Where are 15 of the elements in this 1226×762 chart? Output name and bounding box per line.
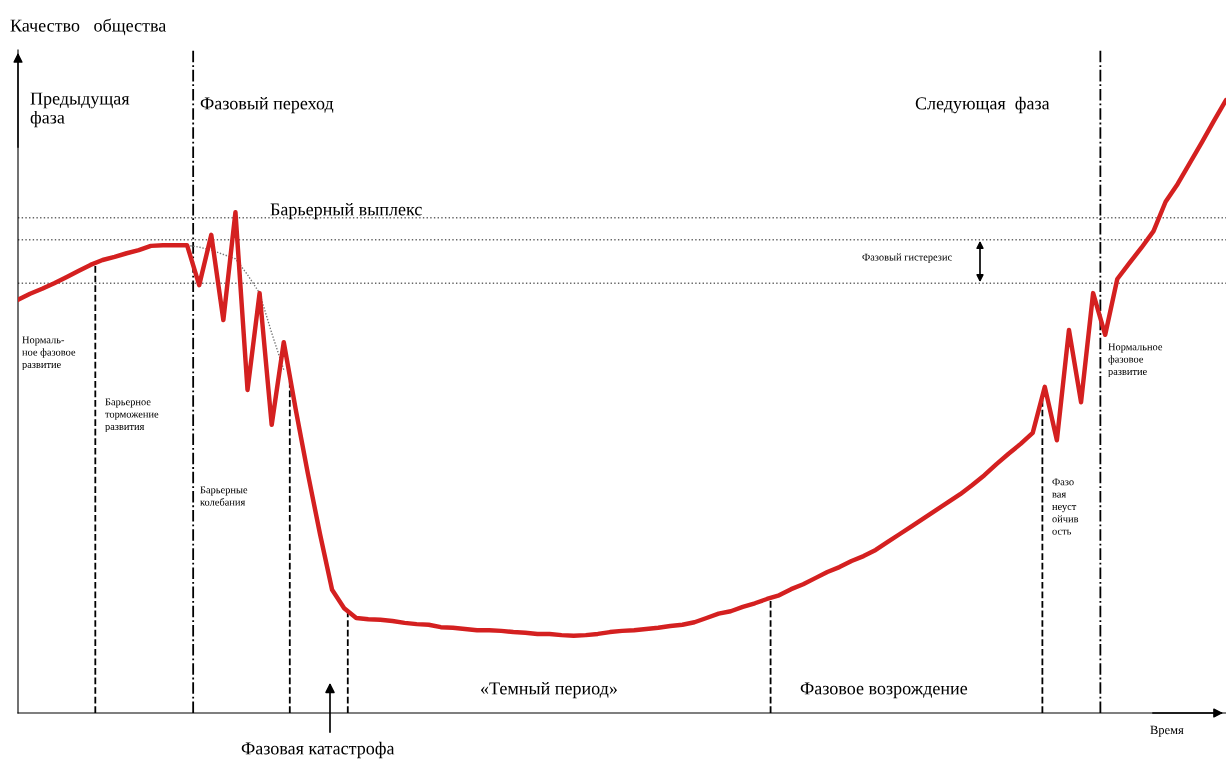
text: Фазовая катастрофа bbox=[241, 741, 395, 759]
y-axis-title: Качество общества bbox=[10, 18, 167, 36]
annotation: Следующая фаза bbox=[915, 96, 1050, 114]
annotation: Нормальное фазовое развитие bbox=[1108, 343, 1163, 378]
annotation: Фазо вая неуст ойчив ость bbox=[1052, 478, 1079, 535]
annotation: Барьерные колебания bbox=[200, 486, 248, 506]
annotation: Предыдущая фаза bbox=[30, 92, 130, 128]
annotation: Фазовый гистерезис bbox=[862, 253, 952, 263]
annotation: Барьерный выплекс bbox=[270, 202, 422, 220]
annotation: Нормаль- ное фазовое развитие bbox=[22, 336, 76, 371]
annotation: Барьерное торможение развития bbox=[105, 398, 159, 433]
annotation: Фазовое возрождение bbox=[800, 682, 968, 699]
annotation: Фазовый переход bbox=[200, 96, 334, 114]
annotation: «Темный период» bbox=[481, 681, 617, 699]
x-axis-title: Время bbox=[1150, 725, 1184, 737]
